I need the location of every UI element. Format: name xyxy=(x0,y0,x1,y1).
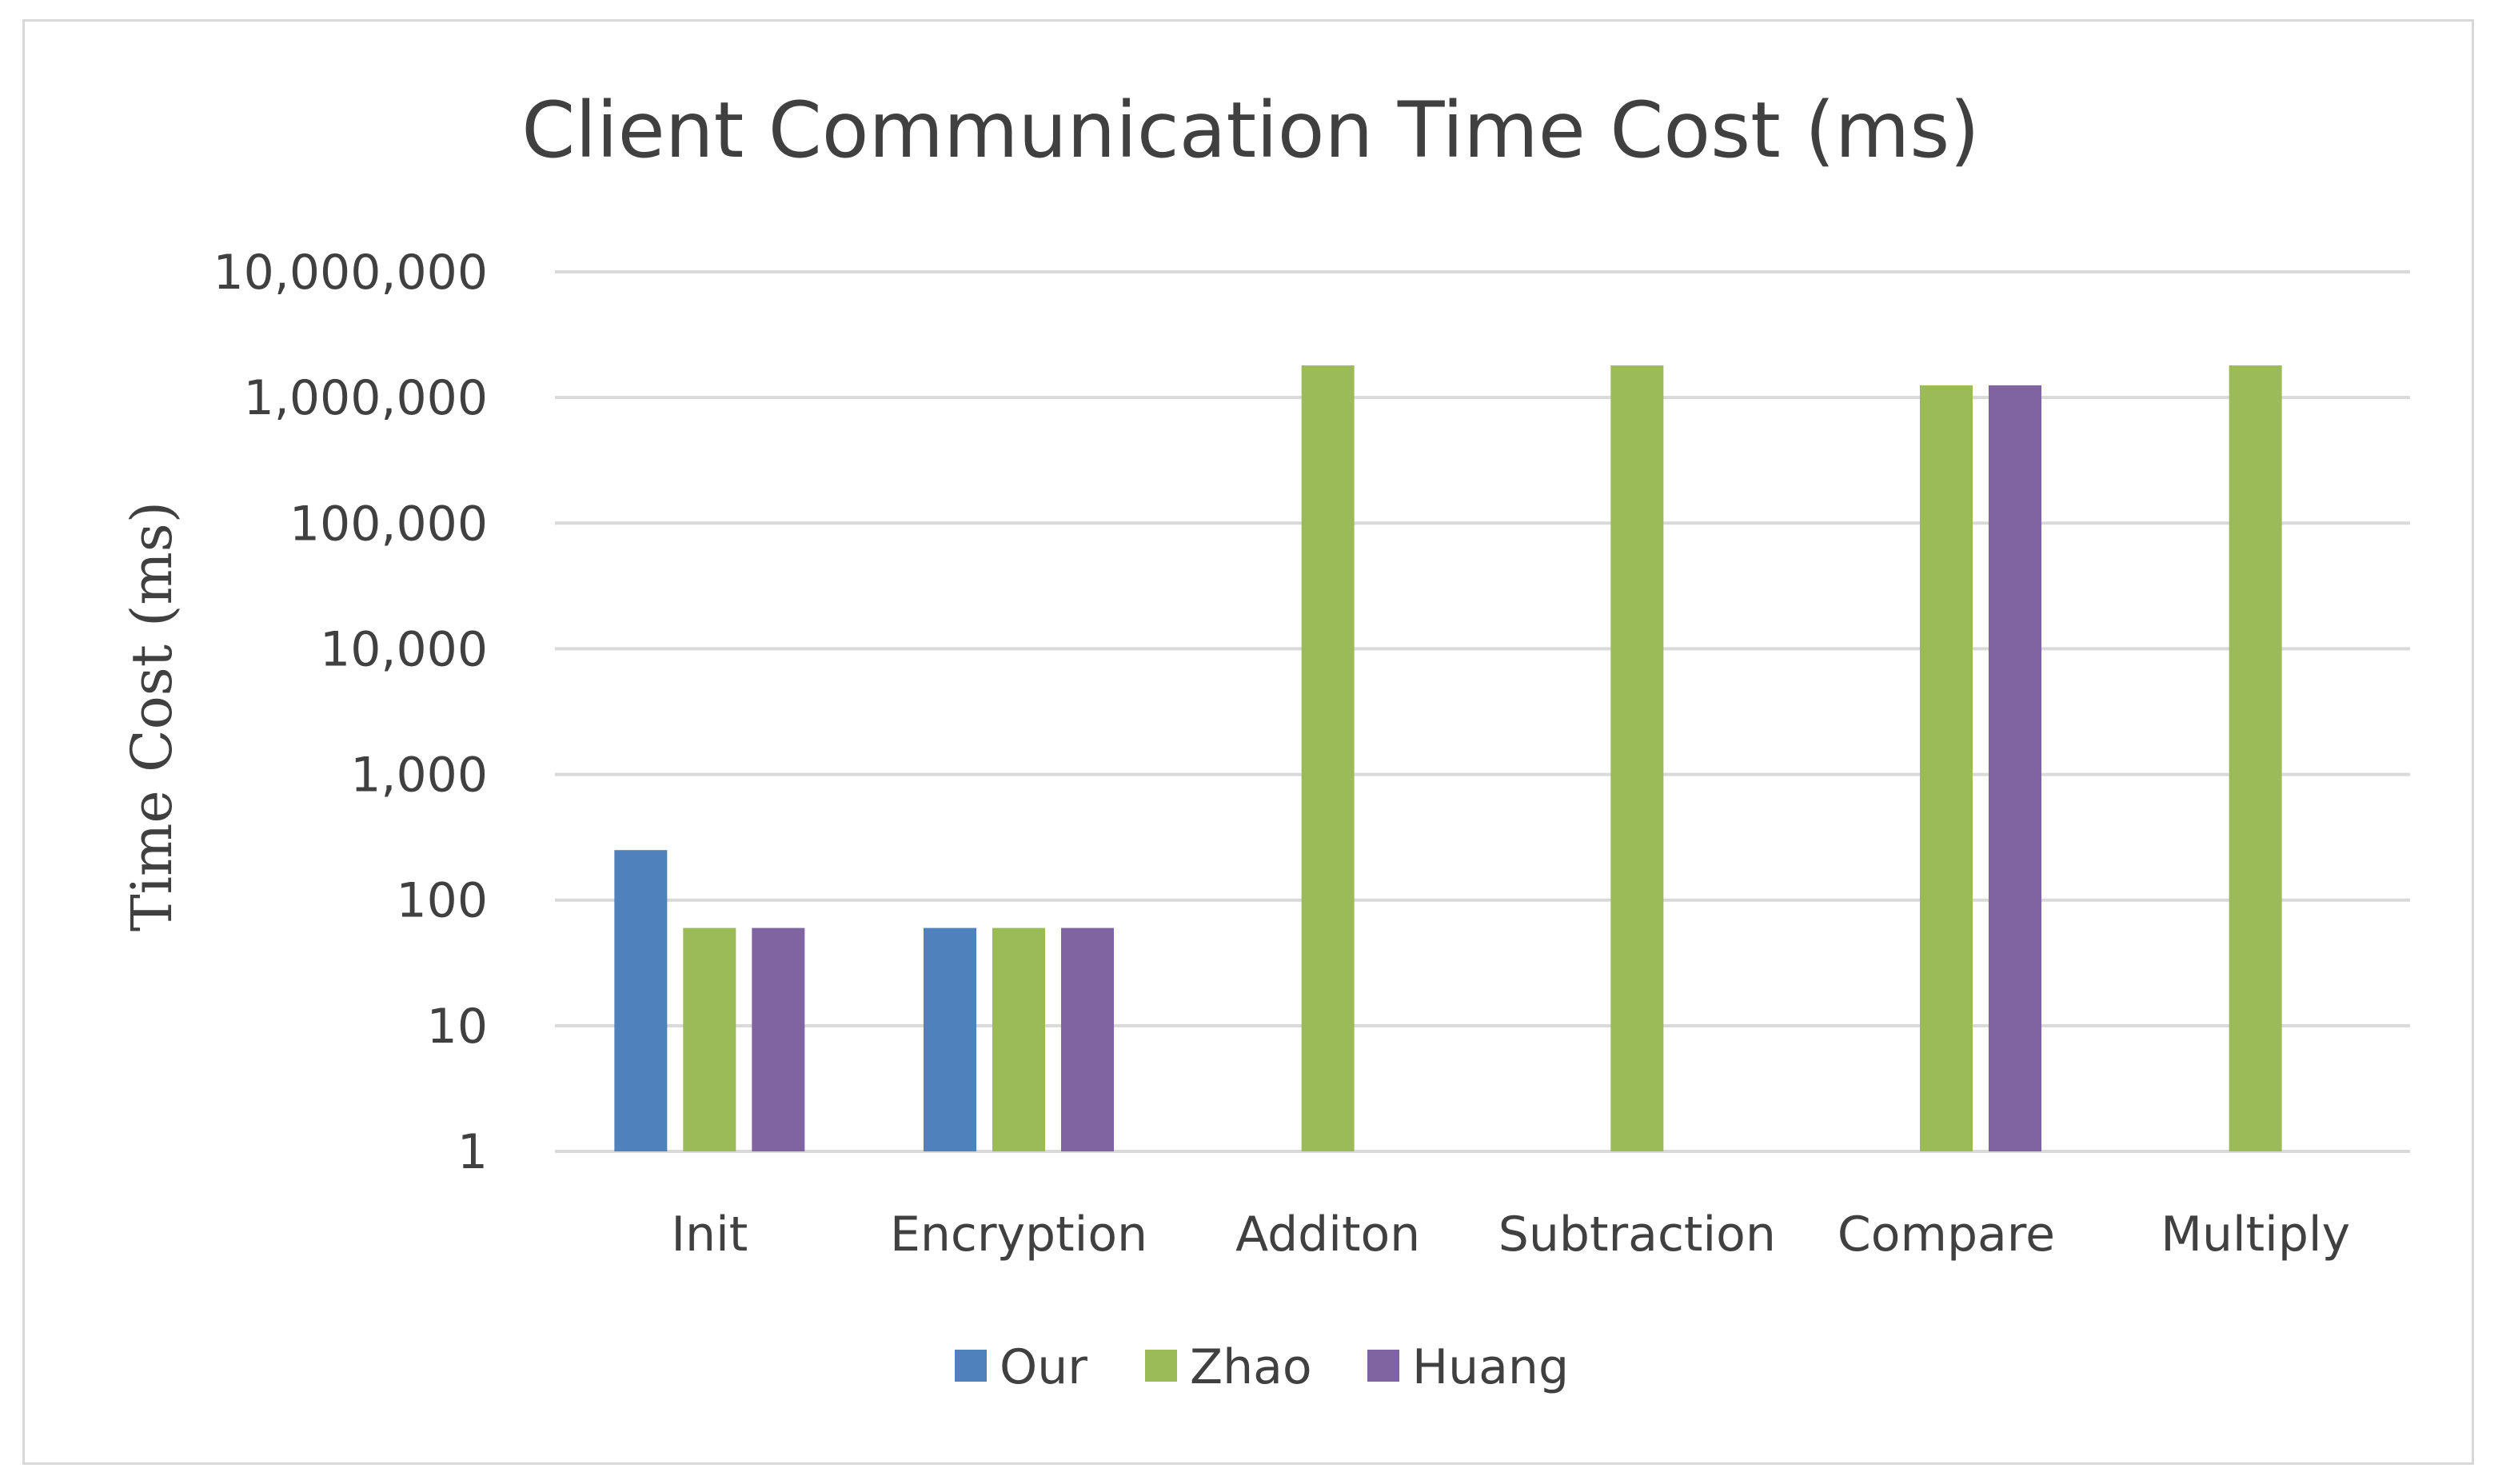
bar-huang-init xyxy=(752,927,805,1151)
y-tick-label: 1,000 xyxy=(350,748,488,804)
bar-our-encryption xyxy=(924,927,976,1151)
y-tick-label: 100,000 xyxy=(289,496,488,552)
y-axis-label: Time Cost (ms) xyxy=(119,501,185,931)
x-tick-label: Multiply xyxy=(2161,1207,2350,1263)
legend-label-zhao: Zhao xyxy=(1190,1339,1312,1395)
x-tick-label: Subtraction xyxy=(1498,1207,1776,1263)
bar-zhao-multiply xyxy=(2229,365,2282,1152)
legend-swatch-our xyxy=(955,1350,987,1382)
x-tick-label: Init xyxy=(671,1207,748,1263)
y-tick-label: 10 xyxy=(427,999,488,1055)
legend-label-huang: Huang xyxy=(1412,1339,1569,1395)
y-axis-ticks: 1 10 100 1,000 10,000 100,000 1,000,000 10,000,… xyxy=(213,245,488,1180)
chart-title: Client Communication Time Cost (ms) xyxy=(521,86,1979,175)
bar-zhao-init xyxy=(683,927,736,1151)
bar-huang-encryption xyxy=(1061,927,1114,1151)
legend: Our Zhao Huang xyxy=(955,1339,1569,1395)
bar-our-init xyxy=(614,850,668,1151)
bar-zhao-additon xyxy=(1301,365,1355,1152)
bar-zhao-subtraction xyxy=(1610,365,1664,1152)
x-tick-label: Compare xyxy=(1838,1207,2055,1263)
y-tick-label: 1 xyxy=(457,1124,488,1180)
chart-frame xyxy=(22,19,2474,1465)
bar-zhao-compare xyxy=(1920,385,1973,1151)
x-tick-label: Additon xyxy=(1235,1207,1420,1263)
bars xyxy=(614,365,2282,1152)
y-tick-label: 10,000 xyxy=(320,621,488,677)
bar-huang-compare xyxy=(1989,385,2041,1151)
bar-zhao-encryption xyxy=(992,927,1045,1151)
y-tick-label: 10,000,000 xyxy=(213,245,488,301)
y-tick-label: 100 xyxy=(396,873,488,929)
gridlines xyxy=(555,270,2410,1153)
x-tick-label: Encryption xyxy=(890,1207,1147,1263)
y-tick-label: 1,000,000 xyxy=(244,370,488,426)
legend-swatch-zhao xyxy=(1145,1350,1177,1382)
legend-label-our: Our xyxy=(1000,1339,1087,1395)
legend-swatch-huang xyxy=(1367,1350,1399,1382)
x-axis-ticks: Init Encryption Additon Subtraction Compare M… xyxy=(671,1207,2350,1263)
